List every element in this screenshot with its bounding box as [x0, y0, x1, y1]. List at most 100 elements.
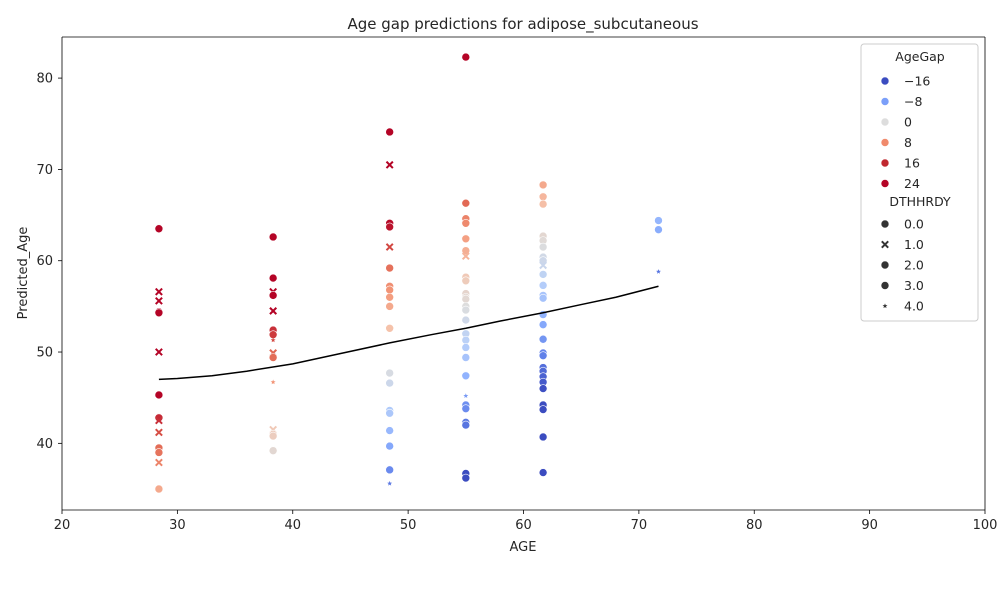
- data-point-39: [385, 323, 394, 333]
- legend-hue-label-4: 16: [904, 156, 920, 171]
- data-point-41: [385, 378, 394, 388]
- data-point-45: [385, 441, 394, 451]
- legend-style-entries: 0.0 1.0 2.0 3.0 4.0: [880, 217, 924, 314]
- data-point-92: [538, 351, 548, 360]
- data-point-62: [461, 315, 471, 325]
- chart-title: Age gap predictions for adipose_subcutan…: [347, 15, 698, 34]
- legend-style-label-2: 2.0: [904, 258, 924, 273]
- data-point-37: [385, 292, 394, 302]
- data-point-101: [538, 468, 548, 477]
- legend-hue-label-1: −8: [904, 94, 922, 109]
- legend-hue-entries: −16 −8 0 8 16 24: [880, 74, 930, 191]
- x-tick-label-100: 100: [973, 518, 998, 533]
- data-point-56: [461, 276, 471, 286]
- legend-hue-marker-5: [880, 179, 890, 188]
- data-point-24: [270, 379, 276, 385]
- data-point-54: [461, 252, 470, 261]
- y-ticks: 40 50 60 70 80: [36, 72, 62, 452]
- legend-hue-label-3: 8: [904, 135, 912, 150]
- data-point-4: [154, 308, 164, 318]
- data-point-99: [538, 405, 548, 414]
- data-point-27: [268, 431, 278, 441]
- legend-hue-label-5: 24: [904, 176, 920, 191]
- legend-hue-marker-2: [880, 117, 890, 127]
- y-tick-label-70: 70: [36, 163, 53, 178]
- data-point-12: [155, 458, 163, 467]
- legend-hue-marker-3: [880, 138, 890, 147]
- data-point-64: [461, 335, 471, 345]
- legend-hue-title: AgeGap: [895, 49, 945, 64]
- legend-style-title: DTHHRDY: [889, 194, 951, 209]
- x-tick-label-90: 90: [861, 518, 878, 533]
- legend-style-marker-1: [881, 240, 889, 249]
- data-point-74: [461, 473, 471, 483]
- y-tick-label-80: 80: [36, 72, 53, 87]
- data-point-17: [268, 291, 278, 300]
- data-point-2: [155, 296, 163, 305]
- data-point-14: [268, 232, 278, 242]
- data-point-23: [268, 353, 278, 362]
- data-point-85: [538, 281, 548, 290]
- data-point-36: [385, 285, 394, 295]
- data-point-66: [461, 353, 471, 362]
- data-point-48: [461, 52, 471, 62]
- data-point-61: [461, 305, 471, 315]
- data-point-11: [154, 448, 164, 457]
- data-point-77: [538, 199, 548, 209]
- legend-hue-label-2: 0: [904, 115, 912, 130]
- data-point-72: [461, 420, 471, 430]
- data-point-38: [385, 302, 394, 311]
- x-tick-label-80: 80: [746, 518, 763, 533]
- y-tick-label-40: 40: [36, 437, 53, 452]
- data-point-68: [463, 393, 469, 398]
- data-point-13: [154, 484, 164, 494]
- y-tick-label-50: 50: [36, 346, 53, 361]
- data-point-9: [155, 428, 163, 437]
- data-point-84: [538, 270, 548, 279]
- legend-hue-marker-1: [880, 97, 890, 106]
- x-axis-label: AGE: [510, 540, 537, 555]
- legend-style-label-1: 1.0: [904, 237, 924, 252]
- data-point-67: [461, 371, 471, 381]
- points-layer: [154, 52, 663, 494]
- legend-style-label-4: 4.0: [904, 299, 924, 314]
- x-tick-label-40: 40: [284, 518, 301, 533]
- legend-hue-label-0: −16: [904, 74, 930, 89]
- data-point-65: [461, 343, 471, 352]
- legend-style-label-0: 0.0: [904, 217, 924, 232]
- data-point-90: [538, 334, 548, 344]
- data-point-43: [385, 408, 394, 418]
- data-point-1: [155, 287, 163, 296]
- x-ticks: 20 30 40 50 60 70 80 90 100: [54, 510, 998, 533]
- data-point-21: [270, 337, 276, 343]
- legend-hue-marker-4: [880, 158, 890, 168]
- data-point-34: [385, 263, 394, 273]
- data-point-5: [155, 348, 163, 356]
- data-point-6: [154, 390, 164, 400]
- data-point-44: [385, 426, 394, 435]
- data-point-59: [461, 294, 471, 304]
- x-tick-label-50: 50: [400, 518, 417, 533]
- data-point-87: [538, 293, 548, 303]
- data-point-8: [155, 416, 163, 425]
- data-point-97: [538, 384, 548, 393]
- legend-frame: [860, 43, 979, 322]
- data-point-20: [268, 330, 278, 339]
- x-tick-label-30: 30: [169, 518, 186, 533]
- data-point-33: [385, 243, 394, 251]
- data-point-0: [154, 224, 164, 234]
- data-point-89: [538, 320, 548, 329]
- data-point-47: [387, 480, 393, 486]
- data-point-53: [461, 246, 471, 255]
- data-point-83: [539, 261, 548, 270]
- data-point-29: [385, 127, 394, 137]
- data-point-49: [461, 198, 471, 208]
- x-tick-label-20: 20: [54, 518, 71, 533]
- data-point-28: [268, 446, 278, 455]
- data-point-32: [385, 222, 394, 232]
- data-point-51: [461, 218, 471, 228]
- legend-hue-marker-0: [880, 76, 890, 86]
- legend: AgeGap −16 −8 0 8 16 24 DTHHRDY 0.0 1.0 2.0 3.0 4…: [860, 43, 979, 322]
- legend-style-marker-4: [882, 303, 888, 309]
